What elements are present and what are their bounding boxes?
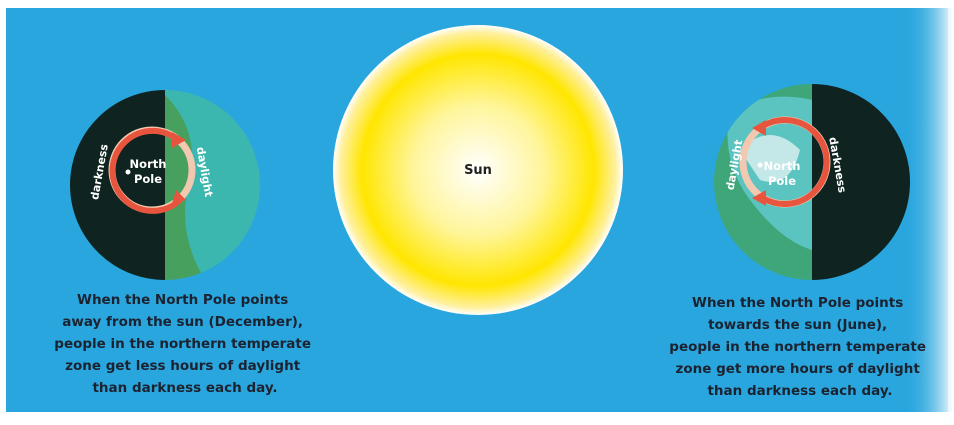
caption-line: zone get more hours of daylight xyxy=(675,361,920,377)
caption: When the North Pole points away from the… xyxy=(54,292,315,396)
left-ring xyxy=(108,126,196,214)
page-edge xyxy=(905,8,954,412)
caption: When the North Pole points towards the s… xyxy=(669,295,930,399)
caption-line: zone get less hours of daylight xyxy=(65,358,301,374)
pole-label: North xyxy=(764,159,801,173)
pole-label: Pole xyxy=(768,174,796,188)
caption-line: than darkness each day. xyxy=(707,383,892,399)
sun xyxy=(333,25,623,315)
caption-line: When the North Pole points xyxy=(692,295,903,311)
caption-line: away from the sun (December), xyxy=(62,314,303,330)
caption-line: When the North Pole points xyxy=(77,292,288,308)
caption-line: than darkness each day. xyxy=(92,380,277,396)
pole-label: North xyxy=(130,157,167,171)
right-ring xyxy=(739,116,831,208)
pole-label: Pole xyxy=(134,172,162,186)
caption-line: towards the sun (June), xyxy=(708,317,887,333)
caption-line: people in the northern temperate xyxy=(669,339,926,355)
caption-line: people in the northern temperate xyxy=(54,336,311,352)
right-globe xyxy=(714,84,910,280)
sun-label: Sun xyxy=(464,163,492,178)
